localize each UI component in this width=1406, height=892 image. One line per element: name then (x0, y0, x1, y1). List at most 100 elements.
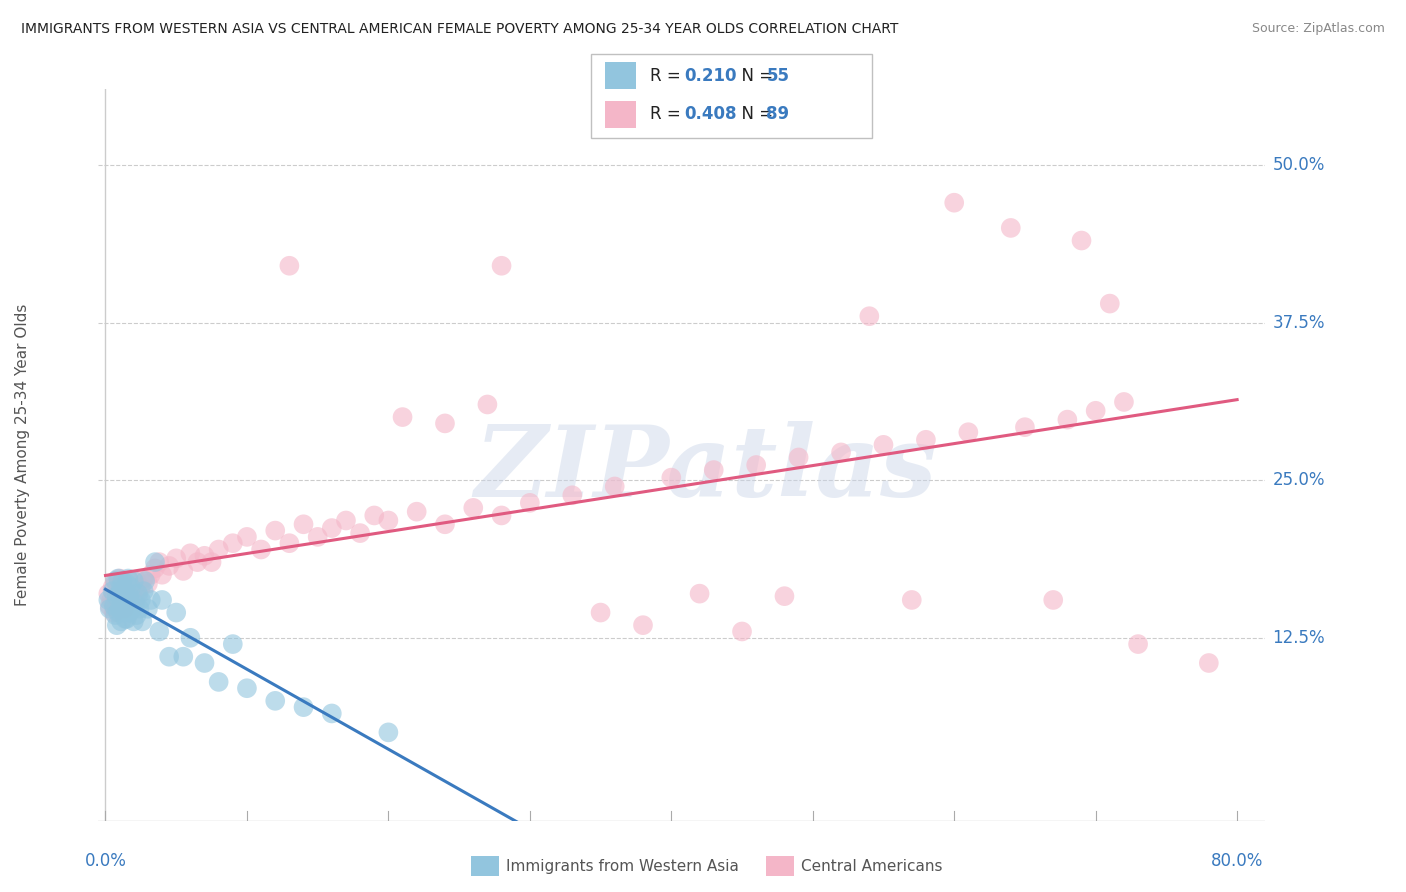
Text: 12.5%: 12.5% (1272, 629, 1324, 647)
Point (118, 606, 141, 620)
Point (264, 524, 287, 538)
Point (103, 606, 125, 620)
Point (136, 576, 159, 591)
Point (208, 542, 231, 557)
Point (589, 606, 612, 620)
Point (193, 656, 215, 670)
Point (127, 589, 149, 603)
Point (278, 536, 301, 550)
Point (112, 589, 135, 603)
Point (122, 574, 145, 588)
Point (377, 725, 399, 739)
Text: N =: N = (731, 105, 779, 123)
Point (349, 526, 371, 541)
Point (107, 587, 129, 601)
Point (122, 580, 145, 594)
Point (659, 470, 682, 484)
Point (115, 612, 138, 626)
Point (108, 587, 131, 601)
Point (121, 601, 143, 615)
Point (157, 649, 180, 664)
Point (97, 587, 120, 601)
Point (143, 555, 166, 569)
Point (915, 433, 938, 447)
Point (236, 681, 259, 696)
Point (150, 593, 173, 607)
Point (124, 597, 146, 611)
Point (957, 425, 980, 440)
Text: 37.5%: 37.5% (1272, 313, 1324, 332)
Point (391, 410, 413, 425)
Point (377, 514, 399, 528)
Point (1084, 404, 1107, 418)
Point (335, 514, 357, 528)
Point (631, 618, 654, 632)
Point (307, 530, 329, 544)
Point (264, 694, 287, 708)
Point (104, 608, 127, 623)
Point (97, 593, 120, 607)
Point (830, 445, 852, 459)
Point (689, 587, 711, 601)
Point (112, 601, 135, 615)
Point (519, 496, 541, 510)
Point (115, 587, 138, 601)
Point (172, 649, 194, 664)
Point (128, 601, 150, 615)
Point (112, 606, 135, 620)
Point (125, 608, 148, 623)
Point (943, 195, 966, 210)
Point (731, 624, 754, 639)
Point (250, 542, 273, 557)
Point (111, 574, 134, 588)
Point (157, 558, 180, 573)
Point (132, 584, 155, 599)
Point (491, 259, 513, 273)
Point (292, 700, 315, 714)
Point (100, 593, 122, 607)
Point (136, 601, 159, 615)
Point (120, 601, 142, 615)
Point (405, 505, 427, 519)
Point (222, 637, 245, 651)
Point (186, 555, 208, 569)
Point (111, 580, 134, 594)
Point (139, 593, 162, 607)
Point (98, 599, 121, 614)
Point (1056, 412, 1078, 426)
Point (107, 572, 129, 586)
Point (787, 450, 810, 465)
Point (110, 593, 132, 607)
Text: 89: 89 (766, 105, 789, 123)
Point (433, 517, 456, 532)
Point (172, 564, 194, 578)
Point (1112, 395, 1135, 409)
Point (872, 438, 894, 452)
Text: ZIPatlas: ZIPatlas (474, 421, 936, 517)
Point (104, 574, 127, 588)
Point (110, 615, 132, 629)
Point (108, 606, 131, 620)
Point (132, 572, 155, 586)
Text: Source: ZipAtlas.com: Source: ZipAtlas.com (1251, 22, 1385, 36)
Text: R =: R = (650, 105, 686, 123)
Point (278, 259, 301, 273)
Point (165, 551, 187, 566)
Point (561, 488, 583, 502)
Point (491, 508, 513, 523)
Point (114, 612, 136, 626)
Point (139, 567, 162, 582)
Text: 0.0%: 0.0% (84, 852, 127, 871)
Point (115, 576, 138, 591)
Point (292, 517, 315, 532)
Point (117, 572, 139, 586)
Point (1198, 656, 1220, 670)
Point (121, 584, 143, 599)
Point (463, 500, 485, 515)
Text: 80.0%: 80.0% (1211, 852, 1264, 871)
Point (108, 601, 131, 615)
Point (773, 589, 796, 603)
Point (1014, 420, 1036, 434)
Point (105, 618, 128, 632)
Text: Central Americans: Central Americans (801, 859, 943, 873)
